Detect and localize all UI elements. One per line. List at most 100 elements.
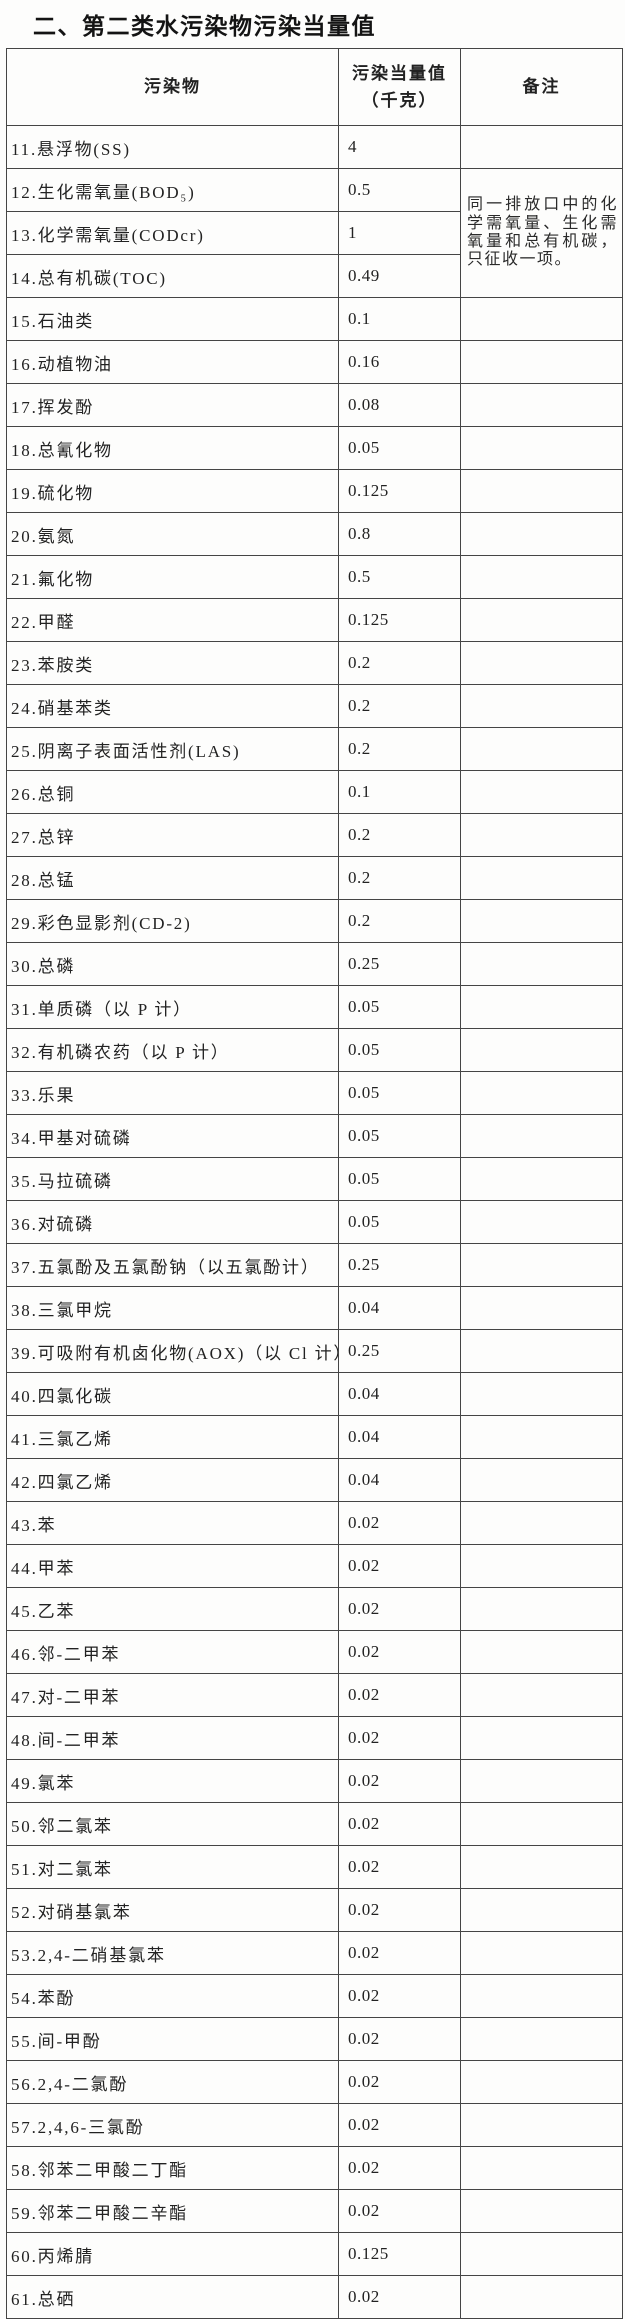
remark-cell: [460, 1114, 623, 1158]
value-cell: 0.05: [338, 1071, 461, 1115]
value-cell: 0.02: [338, 2189, 461, 2233]
table-row: 37.五氯酚及五氯酚钠（以五氯酚计） 0.25: [6, 1243, 623, 1287]
remark-cell: [460, 297, 623, 341]
value-cell: 0.02: [338, 1888, 461, 1932]
value-cell: 0.05: [338, 1200, 461, 1244]
remark-cell: [460, 1286, 623, 1330]
pollutant-cell: 16.动植物油: [6, 340, 339, 384]
remark-cell: [460, 426, 623, 470]
remark-cell: [460, 1802, 623, 1846]
value-cell: 0.02: [338, 1673, 461, 1717]
remark-cell: [460, 1974, 623, 2018]
remark-cell: [460, 1071, 623, 1115]
table-row: 47.对-二甲苯 0.02: [6, 1673, 623, 1717]
table-row: 49.氯苯 0.02: [6, 1759, 623, 1803]
remark-cell: [460, 684, 623, 728]
remark-cell: [460, 598, 623, 642]
table-row: 26.总铜 0.1: [6, 770, 623, 814]
table-row: 43.苯 0.02: [6, 1501, 623, 1545]
remark-cell: [460, 2060, 623, 2104]
pollutant-cell: 35.马拉硫磷: [6, 1157, 339, 1201]
table-row: 14.总有机碳(TOC) 0.49: [6, 254, 623, 298]
pollutant-cell: 47.对-二甲苯: [6, 1673, 339, 1717]
value-cell: 0.8: [338, 512, 461, 556]
table-row: 61.总硒 0.02: [6, 2275, 623, 2319]
value-cell: 0.02: [338, 1931, 461, 1975]
value-cell: 0.08: [338, 383, 461, 427]
value-cell: 0.16: [338, 340, 461, 384]
remark-cell: [460, 555, 623, 599]
remark-cell: [460, 985, 623, 1029]
pollutant-cell: 39.可吸附有机卤化物(AOX)（以 Cl 计）: [6, 1329, 339, 1373]
pollutant-cell: 44.甲苯: [6, 1544, 339, 1588]
table-body: 11.悬浮物(SS) 4 12.生化需氧量(BOD₅) 0.5 同一排放口中的化…: [6, 125, 623, 2319]
table-row: 41.三氯乙烯 0.04: [6, 1415, 623, 1459]
value-cell: 0.2: [338, 899, 461, 943]
remark-cell: [460, 1028, 623, 1072]
table-row: 34.甲基对硫磷 0.05: [6, 1114, 623, 1158]
remark-cell: [460, 770, 623, 814]
remark-cell: [460, 856, 623, 900]
table-row: 50.邻二氯苯 0.02: [6, 1802, 623, 1846]
value-cell: 0.2: [338, 684, 461, 728]
pollutant-cell: 22.甲醛: [6, 598, 339, 642]
value-cell: 0.25: [338, 942, 461, 986]
pollutant-cell: 31.单质磷（以 P 计）: [6, 985, 339, 1029]
pollutant-cell: 41.三氯乙烯: [6, 1415, 339, 1459]
table-row: 35.马拉硫磷 0.05: [6, 1157, 623, 1201]
pollutant-cell: 50.邻二氯苯: [6, 1802, 339, 1846]
table-row: 53.2,4-二硝基氯苯 0.02: [6, 1931, 623, 1975]
pollutant-cell: 14.总有机碳(TOC): [6, 254, 339, 298]
table-row: 48.间-二甲苯 0.02: [6, 1716, 623, 1760]
table-row: 29.彩色显影剂(CD-2) 0.2: [6, 899, 623, 943]
pollutant-cell: 42.四氯乙烯: [6, 1458, 339, 1502]
table-row: 28.总锰 0.2: [6, 856, 623, 900]
remark-cell: [460, 1157, 623, 1201]
pollutant-cell: 51.对二氯苯: [6, 1845, 339, 1889]
remark-cell: [460, 1888, 623, 1932]
table-row: 52.对硝基氯苯 0.02: [6, 1888, 623, 1932]
pollutant-cell: 21.氟化物: [6, 555, 339, 599]
pollutant-cell: 23.苯胺类: [6, 641, 339, 685]
pollutant-cell: 37.五氯酚及五氯酚钠（以五氯酚计）: [6, 1243, 339, 1287]
pollutant-cell: 49.氯苯: [6, 1759, 339, 1803]
remark-cell: [460, 469, 623, 513]
value-cell: 0.2: [338, 813, 461, 857]
pollutant-cell: 40.四氯化碳: [6, 1372, 339, 1416]
value-cell: 0.2: [338, 727, 461, 771]
value-cell: 0.49: [338, 254, 461, 298]
remark-cell: [460, 727, 623, 771]
value-cell: 0.04: [338, 1458, 461, 1502]
remark-cell: [460, 942, 623, 986]
value-cell: 0.02: [338, 1716, 461, 1760]
table-row: 27.总锌 0.2: [6, 813, 623, 857]
pollutant-cell: 57.2,4,6-三氯酚: [6, 2103, 339, 2147]
table-row: 58.邻苯二甲酸二丁酯 0.02: [6, 2146, 623, 2190]
remark-cell: [460, 1759, 623, 1803]
pollutant-cell: 34.甲基对硫磷: [6, 1114, 339, 1158]
table-row: 25.阴离子表面活性剂(LAS) 0.2: [6, 727, 623, 771]
pollutant-cell: 48.间-二甲苯: [6, 1716, 339, 1760]
value-cell: 0.05: [338, 1114, 461, 1158]
value-cell: 0.02: [338, 2146, 461, 2190]
remark-cell: [460, 1458, 623, 1502]
remark-cell: [460, 1587, 623, 1631]
table-row: 56.2,4-二氯酚 0.02: [6, 2060, 623, 2104]
pollutant-cell: 58.邻苯二甲酸二丁酯: [6, 2146, 339, 2190]
remark-cell: [460, 1931, 623, 1975]
table-row: 23.苯胺类 0.2: [6, 641, 623, 685]
table-row: 59.邻苯二甲酸二辛酯 0.02: [6, 2189, 623, 2233]
table-row: 12.生化需氧量(BOD₅) 0.5 同一排放口中的化学需氧量、生化需氧量和总有…: [6, 168, 623, 298]
table-row: 33.乐果 0.05: [6, 1071, 623, 1115]
remark-cell: 同一排放口中的化学需氧量、生化需氧量和总有机碳，只征收一项。: [460, 168, 623, 298]
table-row: 11.悬浮物(SS) 4: [6, 125, 623, 169]
remark-cell: [460, 899, 623, 943]
value-cell: 0.02: [338, 2103, 461, 2147]
header-pollutant: 污染物: [6, 48, 339, 126]
value-cell: 0.05: [338, 1028, 461, 1072]
remark-cell: [460, 641, 623, 685]
table-row: 13.化学需氧量(CODcr) 1: [6, 211, 623, 255]
table-row: 54.苯酚 0.02: [6, 1974, 623, 2018]
pollutant-cell: 24.硝基苯类: [6, 684, 339, 728]
table-row: 18.总氰化物 0.05: [6, 426, 623, 470]
